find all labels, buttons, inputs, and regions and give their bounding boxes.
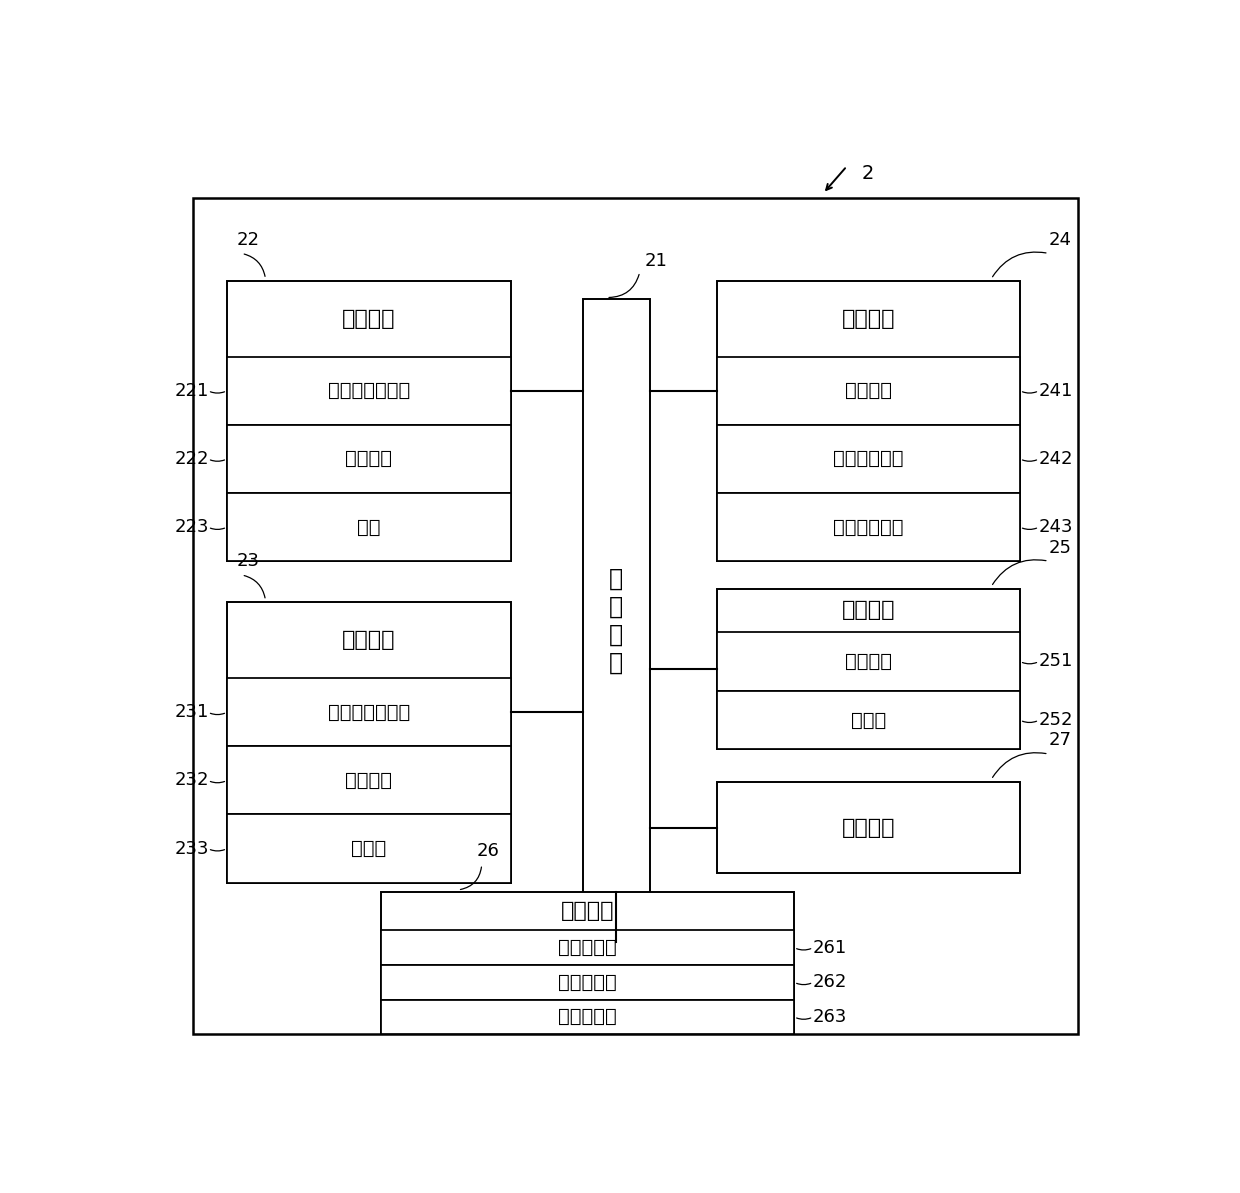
Text: 25: 25 xyxy=(1049,538,1071,556)
Bar xyxy=(717,357,1019,425)
Text: 232: 232 xyxy=(174,772,208,790)
Text: 第二传感器: 第二传感器 xyxy=(558,972,616,991)
Bar xyxy=(227,425,511,493)
Bar xyxy=(227,747,511,815)
Bar xyxy=(381,965,794,1000)
Text: 261: 261 xyxy=(812,939,847,957)
Text: 识别单元: 识别单元 xyxy=(842,309,895,329)
Text: 分离电机驱动器: 分离电机驱动器 xyxy=(327,382,410,400)
Text: 222: 222 xyxy=(174,450,208,468)
Bar xyxy=(227,493,511,561)
Text: 输送单元: 输送单元 xyxy=(342,630,396,650)
Text: 驱动部件: 驱动部件 xyxy=(844,651,892,670)
Text: 23: 23 xyxy=(237,552,259,570)
Text: 252: 252 xyxy=(1038,711,1073,729)
Text: 22: 22 xyxy=(237,230,259,249)
Text: 分离单元: 分离单元 xyxy=(342,309,396,329)
Bar xyxy=(227,678,511,747)
Text: 233: 233 xyxy=(174,840,208,858)
Text: 踢币单元: 踢币单元 xyxy=(842,600,895,620)
Text: 24: 24 xyxy=(1049,230,1071,249)
Text: 透射接收线圈: 透射接收线圈 xyxy=(833,518,904,537)
Bar xyxy=(717,282,1019,561)
Bar xyxy=(583,299,650,942)
Bar xyxy=(381,1000,794,1034)
Bar xyxy=(717,425,1019,493)
Text: 存储单元: 存储单元 xyxy=(842,817,895,837)
Text: 输送电机驱动器: 输送电机驱动器 xyxy=(327,703,410,722)
Text: 221: 221 xyxy=(174,382,208,400)
Bar xyxy=(717,632,1019,691)
Text: 检测单元: 检测单元 xyxy=(560,901,614,921)
Bar xyxy=(717,691,1019,749)
Text: 263: 263 xyxy=(812,1008,847,1026)
Bar xyxy=(381,931,794,965)
Text: 2: 2 xyxy=(862,165,874,184)
Text: 262: 262 xyxy=(812,973,847,991)
Bar xyxy=(717,781,1019,873)
Bar xyxy=(227,357,511,425)
Text: 控
制
单
元: 控 制 单 元 xyxy=(609,567,624,674)
Text: 第一传感器: 第一传感器 xyxy=(558,938,616,957)
Text: 241: 241 xyxy=(1038,382,1073,400)
Bar xyxy=(717,588,1019,749)
Text: 242: 242 xyxy=(1038,450,1073,468)
Text: 分离电机: 分离电机 xyxy=(345,450,392,469)
Text: 踢币杆: 踢币杆 xyxy=(851,711,887,730)
Bar xyxy=(227,815,511,883)
Text: 251: 251 xyxy=(1038,653,1073,670)
Text: 21: 21 xyxy=(645,252,667,270)
Text: 26: 26 xyxy=(477,842,500,860)
Bar xyxy=(227,282,511,561)
Text: 输送带: 输送带 xyxy=(351,839,387,858)
Text: 243: 243 xyxy=(1038,518,1073,536)
Bar xyxy=(227,602,511,883)
Text: 第三传感器: 第三传感器 xyxy=(558,1007,616,1026)
Bar xyxy=(381,892,794,1034)
Text: 发射线圈: 发射线圈 xyxy=(844,382,892,400)
Bar xyxy=(717,493,1019,561)
Text: 转盘: 转盘 xyxy=(357,518,381,537)
Text: 27: 27 xyxy=(1049,731,1071,749)
Text: 231: 231 xyxy=(174,703,208,722)
Text: 223: 223 xyxy=(174,518,208,536)
Text: 反射接收线圈: 反射接收线圈 xyxy=(833,450,904,469)
Text: 输送电机: 输送电机 xyxy=(345,771,392,790)
